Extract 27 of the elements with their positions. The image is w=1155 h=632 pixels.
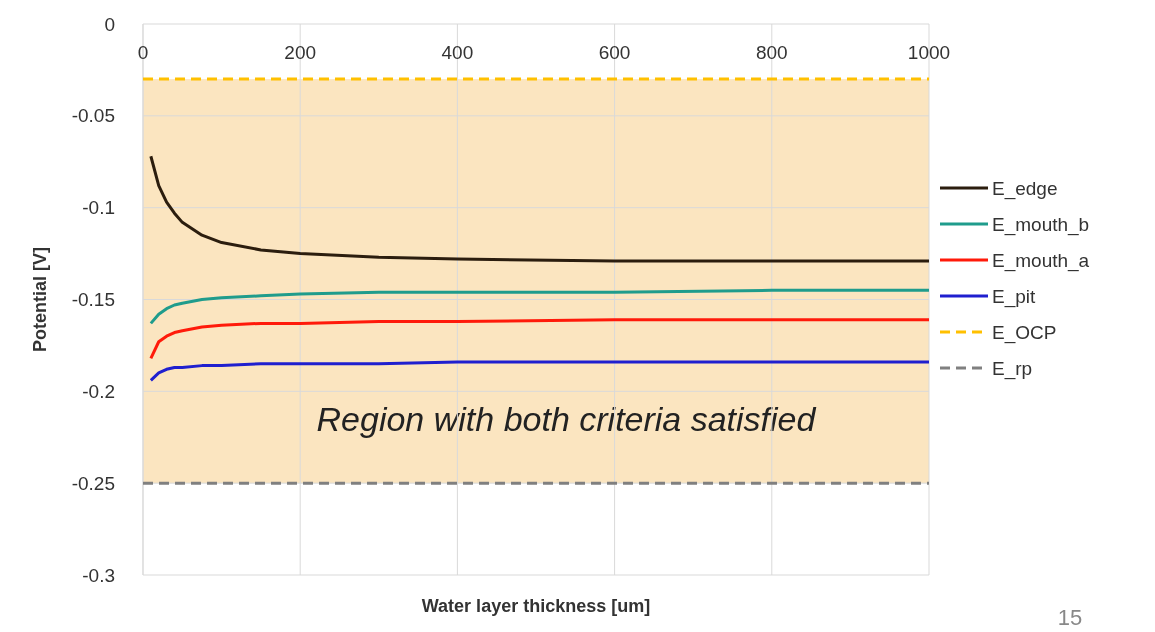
x-tick-label: 400	[441, 42, 474, 63]
y-tick-label: 0	[104, 13, 115, 35]
y-tick-label: -0.3	[82, 564, 115, 586]
y-tick-label: -0.25	[71, 472, 115, 494]
y-axis-title: Potential [V]	[30, 246, 50, 353]
legend-label: E_mouth_b	[992, 213, 1090, 236]
x-tick-label: 600	[598, 42, 631, 63]
line-series	[149, 154, 931, 263]
legend-label: E_mouth_a	[992, 249, 1090, 272]
y-tick-label: -0.15	[71, 289, 115, 311]
line-series	[149, 288, 931, 325]
legend-label: E_rp	[992, 357, 1033, 380]
legend-label: E_OCP	[992, 321, 1057, 344]
legend-label: E_pit	[992, 285, 1037, 308]
line-series	[149, 318, 931, 360]
y-tick-label: -0.1	[82, 197, 115, 219]
y-tick-label: -0.05	[71, 105, 115, 127]
x-tick-label: 1000	[907, 42, 951, 63]
y-tick-label: -0.2	[82, 380, 115, 402]
x-tick-label: 0	[137, 42, 149, 63]
x-tick-label: 200	[284, 42, 317, 63]
x-axis-title: Water layer thickness [um]	[421, 596, 651, 616]
band-label: Region with both criteria satisfied	[316, 400, 817, 439]
text: 15	[1057, 605, 1083, 630]
legend-label: E_edge	[992, 177, 1058, 200]
x-tick-label: 800	[755, 42, 788, 63]
line-series	[149, 360, 931, 382]
